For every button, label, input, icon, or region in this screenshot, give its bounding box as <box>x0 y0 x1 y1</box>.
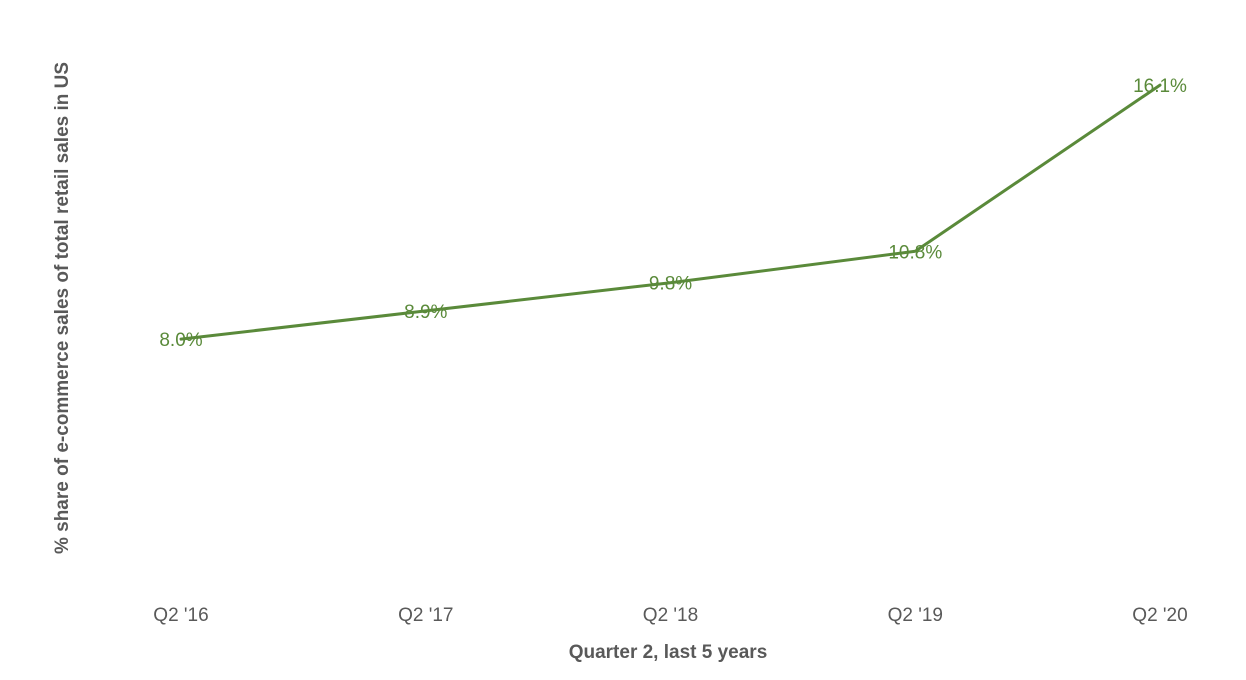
data-label: 16.1% <box>1133 76 1187 97</box>
x-tick-label: Q2 '19 <box>888 605 943 626</box>
x-tick-label: Q2 '20 <box>1132 605 1187 626</box>
data-label: 9.8% <box>649 274 692 295</box>
series-line <box>179 83 1162 341</box>
data-label: 8.0% <box>159 330 202 351</box>
plot-area <box>179 83 1162 341</box>
data-label: 8.9% <box>404 302 447 323</box>
data-labels: 8.0% 8.9% 9.8% 10.8% 16.1% <box>159 76 1187 351</box>
data-label: 10.8% <box>888 242 942 263</box>
x-tick-label: Q2 '17 <box>398 605 453 626</box>
x-tick-label: Q2 '18 <box>643 605 698 626</box>
y-axis-title: % share of e-commerce sales of total ret… <box>52 62 73 554</box>
x-tick-label: Q2 '16 <box>153 605 208 626</box>
x-axis-title: Quarter 2, last 5 years <box>569 642 768 663</box>
x-axis-ticks: Q2 '16 Q2 '17 Q2 '18 Q2 '19 Q2 '20 <box>153 605 1187 626</box>
